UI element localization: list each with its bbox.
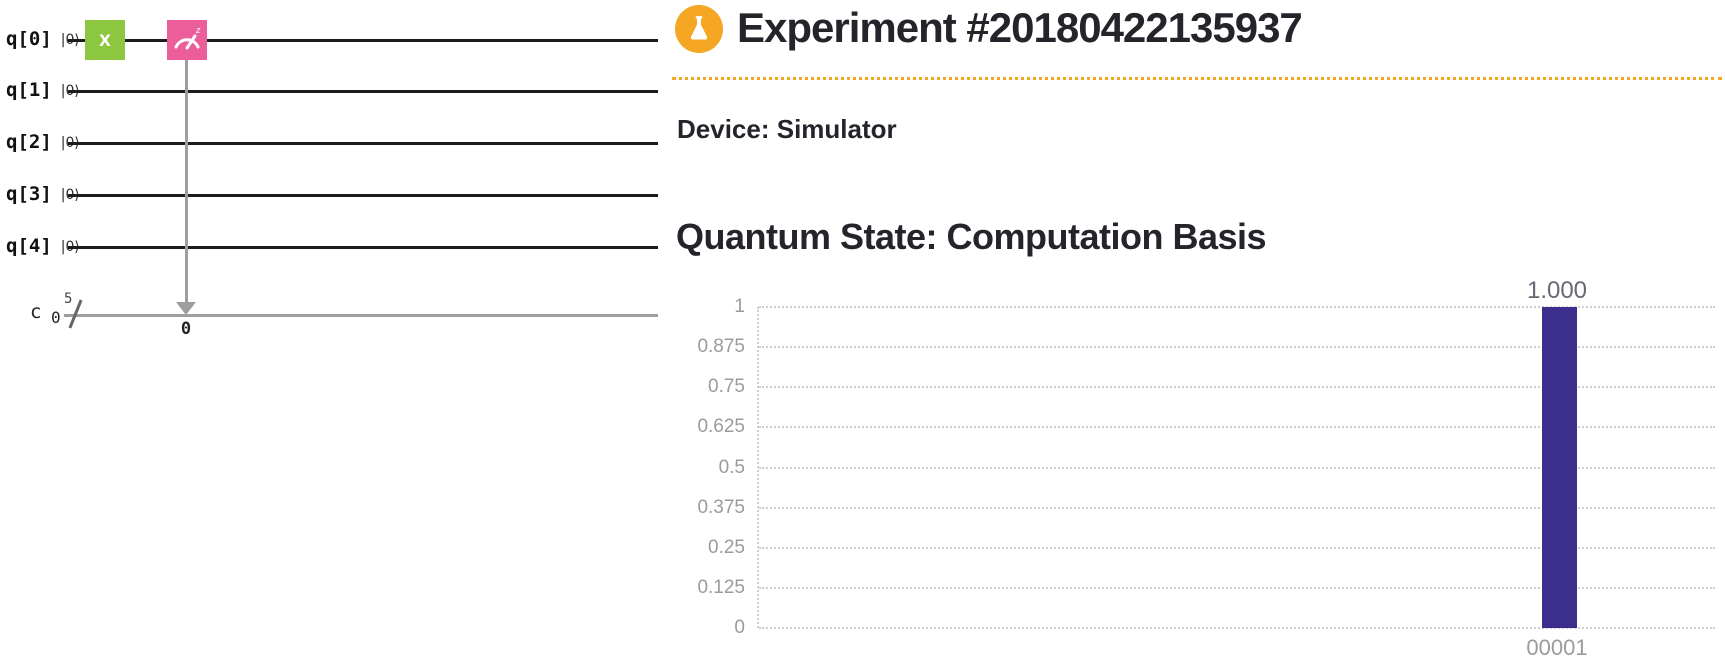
gridline <box>759 346 1715 349</box>
qubit-name: q[1] <box>6 79 52 101</box>
y-axis-tick-label: 1 <box>734 296 745 317</box>
qubit-wire <box>68 246 658 249</box>
y-axis-tick-label: 0.875 <box>697 336 745 358</box>
y-axis-tick-label: 0.625 <box>697 416 745 438</box>
gauge-icon: z <box>174 25 201 50</box>
y-axis-tick-label: 0.375 <box>697 496 745 518</box>
classical-wire <box>64 314 658 317</box>
histogram-bar <box>1541 307 1577 628</box>
gridline <box>759 426 1715 429</box>
x-gate[interactable]: x <box>85 20 125 60</box>
qubit-wire <box>68 39 658 42</box>
qubit-wire <box>68 142 658 145</box>
gridline <box>759 586 1715 589</box>
section-heading: Quantum State: Computation Basis <box>676 216 1267 257</box>
flask-icon <box>690 16 708 40</box>
experiment-icon-badge <box>675 5 723 53</box>
classical-bus-width: 5 <box>64 291 73 307</box>
measure-arrowhead-icon <box>176 302 196 315</box>
qubit-row-label: q[4] |0⟩ <box>6 235 80 259</box>
qubit-name: q[3] <box>6 183 52 205</box>
y-axis-tick-label: 0.125 <box>697 576 745 598</box>
gridline <box>759 466 1715 469</box>
dotted-divider <box>672 77 1722 80</box>
y-axis-tick-label: 0.25 <box>708 536 745 558</box>
gridline <box>759 546 1715 549</box>
measure-gate[interactable]: z <box>167 20 207 60</box>
qubit-wire <box>68 194 658 197</box>
y-axis-tick-label: 0 <box>734 617 745 638</box>
page-title: Experiment #20180422135937 <box>737 4 1303 51</box>
gridline <box>759 306 1715 308</box>
plot-area <box>757 306 1715 629</box>
device-label: Device: Simulator <box>677 114 897 144</box>
classical-register-index: 0 <box>51 308 61 327</box>
qubit-wire <box>68 90 658 93</box>
qubit-name: q[4] <box>6 235 52 257</box>
bar-value-label: 1.000 <box>1526 277 1588 304</box>
y-axis-tick-label: 0.75 <box>708 376 745 398</box>
x-axis-category-label: 00001 <box>1526 635 1588 660</box>
y-axis-tick-label: 0.5 <box>718 456 745 478</box>
qubit-name: q[2] <box>6 131 52 153</box>
gridline <box>759 506 1715 509</box>
classical-register-name: c <box>30 301 42 323</box>
gridline <box>759 627 1715 629</box>
qubit-name: q[0] <box>6 28 52 50</box>
gridline <box>759 386 1715 389</box>
measure-basis-superscript: z <box>195 25 201 35</box>
measure-target-bit: 0 <box>180 319 192 339</box>
x-gate-label: x <box>99 28 111 51</box>
measure-connector-line <box>185 60 188 304</box>
